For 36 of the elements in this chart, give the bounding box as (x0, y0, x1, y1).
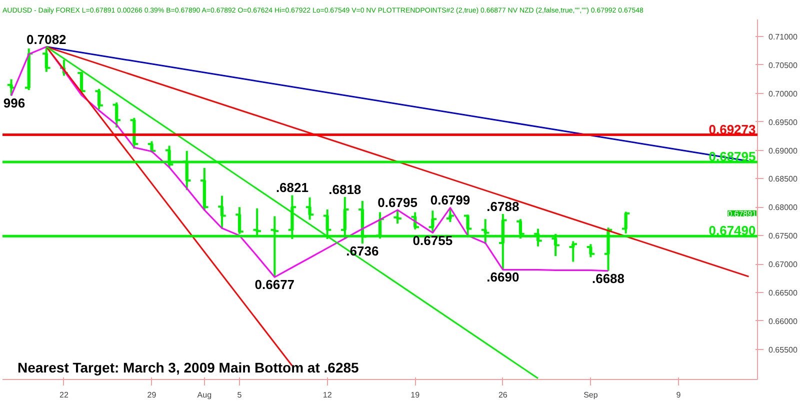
annotation: 0.7082 (26, 32, 66, 47)
y-tick-label: 0.69000 (768, 146, 798, 156)
ref-line-label: 0.67490 (708, 223, 756, 238)
annotation: Nearest Target: March 3, 2009 Main Bottom at .6285 (18, 360, 360, 376)
annotation: .6821 (276, 180, 308, 196)
annotation: .6690 (486, 270, 520, 285)
y-tick-label: 0.69500 (768, 118, 798, 127)
x-tick-label: 12 (322, 390, 332, 400)
x-tick-label: 29 (147, 390, 157, 400)
y-tick-label: 0.70500 (768, 61, 798, 70)
x-tick-label: 19 (410, 390, 420, 400)
annotation: .6818 (328, 182, 362, 197)
annotation: 0.6795 (378, 195, 418, 210)
x-tick-label: Aug (197, 390, 212, 400)
y-tick-label: 0.66000 (768, 316, 798, 326)
annotation: .6788 (486, 199, 520, 214)
y-tick-label: 0.67000 (768, 260, 798, 270)
annotation: 996 (3, 96, 26, 111)
y-tick-label: 0.68000 (768, 203, 798, 212)
x-tick-label: 9 (676, 390, 682, 400)
annotation: 0.67891 (728, 209, 758, 218)
y-tick-label: 0.71000 (768, 32, 798, 42)
y-tick-label: 0.67500 (768, 232, 798, 241)
annotation: 0.6677 (254, 277, 295, 292)
x-tick-label: 5 (237, 390, 242, 400)
annotation: 0.6799 (430, 192, 470, 208)
y-tick-label: 0.70000 (768, 89, 798, 98)
x-tick-label: 22 (60, 390, 69, 400)
annotation: .6736 (346, 244, 379, 259)
y-tick-label: 0.65500 (768, 345, 798, 354)
y-tick-label: 0.66500 (768, 288, 798, 298)
annotation: 0.6755 (412, 232, 453, 248)
x-tick-label: 26 (498, 390, 508, 400)
annotation: .6688 (592, 270, 625, 286)
y-tick-label: 0.68500 (768, 174, 798, 184)
x-tick-label: Sep (584, 390, 598, 400)
